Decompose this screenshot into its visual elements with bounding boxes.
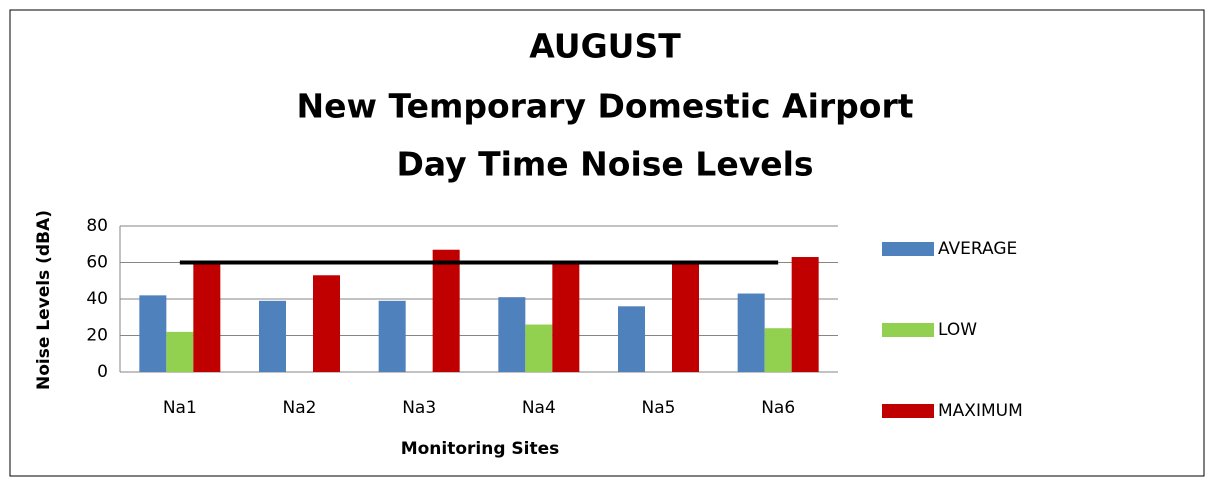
frame bbox=[9, 9, 1205, 477]
x-tick-label: Na2 bbox=[283, 398, 317, 418]
x-tick-label: Na3 bbox=[402, 398, 436, 418]
y-axis-title: Noise Levels (dBA) bbox=[34, 210, 54, 390]
legend-swatch bbox=[882, 404, 934, 418]
x-axis-title: Monitoring Sites bbox=[401, 439, 560, 459]
bar bbox=[166, 331, 194, 372]
bar bbox=[193, 264, 221, 372]
x-tick-label: Na5 bbox=[642, 398, 676, 418]
x-tick-label: Na6 bbox=[761, 398, 795, 418]
legend-swatch bbox=[882, 242, 934, 256]
bar bbox=[737, 293, 765, 372]
legend-label: MAXIMUM bbox=[938, 401, 1023, 421]
x-tick-label: Na4 bbox=[522, 398, 556, 418]
legend-label: LOW bbox=[938, 320, 977, 340]
bar bbox=[672, 264, 699, 372]
bar bbox=[618, 306, 645, 372]
chart-title: New Temporary Domestic Airport bbox=[296, 87, 913, 126]
bar bbox=[259, 300, 286, 372]
bar bbox=[139, 295, 167, 372]
chart-title: Day Time Noise Levels bbox=[396, 145, 813, 184]
chart-title: AUGUST bbox=[529, 27, 681, 66]
legend-swatch bbox=[882, 323, 934, 337]
y-tick-label: 0 bbox=[97, 362, 108, 382]
x-tick-label: Na1 bbox=[163, 398, 197, 418]
y-tick-label: 60 bbox=[86, 253, 108, 273]
bar bbox=[525, 324, 553, 372]
y-tick-label: 80 bbox=[86, 216, 108, 236]
bar bbox=[313, 275, 340, 372]
y-tick-label: 40 bbox=[86, 289, 108, 309]
bar bbox=[764, 328, 792, 372]
bar bbox=[432, 249, 460, 372]
bar bbox=[552, 264, 580, 372]
legend-label: AVERAGE bbox=[938, 239, 1017, 259]
bar bbox=[378, 300, 406, 372]
y-tick-label: 20 bbox=[86, 326, 108, 346]
bar bbox=[498, 297, 526, 372]
bar bbox=[791, 257, 819, 372]
